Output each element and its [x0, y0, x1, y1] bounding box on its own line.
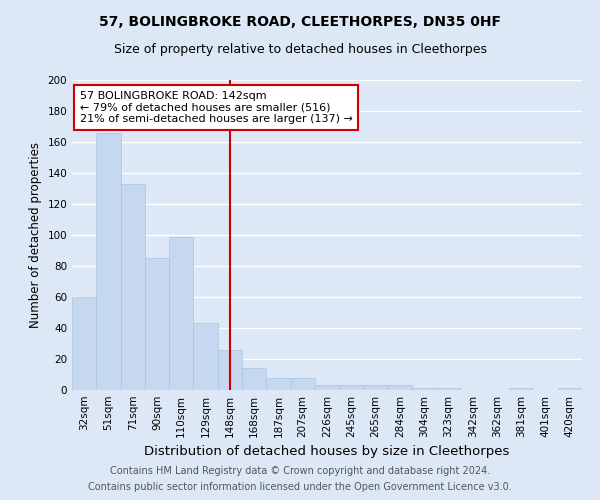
- Bar: [509, 388, 533, 390]
- Bar: [315, 386, 339, 390]
- Y-axis label: Number of detached properties: Number of detached properties: [29, 142, 42, 328]
- Bar: [436, 388, 461, 390]
- Bar: [558, 388, 582, 390]
- Bar: [364, 386, 388, 390]
- Text: 57, BOLINGBROKE ROAD, CLEETHORPES, DN35 0HF: 57, BOLINGBROKE ROAD, CLEETHORPES, DN35 …: [99, 15, 501, 29]
- Bar: [388, 386, 412, 390]
- Bar: [412, 388, 436, 390]
- Bar: [290, 378, 315, 390]
- Text: Contains public sector information licensed under the Open Government Licence v3: Contains public sector information licen…: [88, 482, 512, 492]
- Bar: [72, 297, 96, 390]
- X-axis label: Distribution of detached houses by size in Cleethorpes: Distribution of detached houses by size …: [145, 446, 509, 458]
- Bar: [242, 368, 266, 390]
- Text: 57 BOLINGBROKE ROAD: 142sqm
← 79% of detached houses are smaller (516)
21% of se: 57 BOLINGBROKE ROAD: 142sqm ← 79% of det…: [80, 91, 353, 124]
- Bar: [266, 378, 290, 390]
- Bar: [169, 236, 193, 390]
- Bar: [96, 132, 121, 390]
- Bar: [193, 324, 218, 390]
- Text: Contains HM Land Registry data © Crown copyright and database right 2024.: Contains HM Land Registry data © Crown c…: [110, 466, 490, 476]
- Bar: [121, 184, 145, 390]
- Text: Size of property relative to detached houses in Cleethorpes: Size of property relative to detached ho…: [113, 42, 487, 56]
- Bar: [218, 350, 242, 390]
- Bar: [339, 386, 364, 390]
- Bar: [145, 258, 169, 390]
